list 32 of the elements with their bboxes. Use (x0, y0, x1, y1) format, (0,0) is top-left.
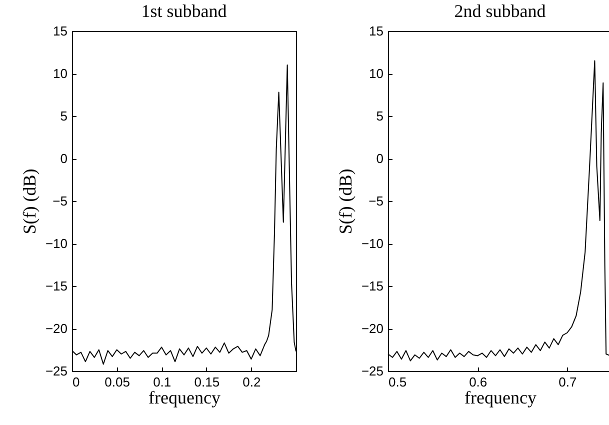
y-tick-label: 0 (60, 151, 68, 166)
y-axis-title: S(f) (dB) (19, 168, 40, 234)
y-tick-label: 10 (369, 66, 384, 81)
y-axis-title: S(f) (dB) (335, 168, 356, 234)
x-tick-label: 0.05 (104, 374, 130, 390)
y-tick-label: −5 (368, 194, 384, 208)
y-tick-label: −20 (45, 321, 68, 336)
x-tick-label: 0.2 (242, 374, 261, 390)
x-tick-label: 0.15 (194, 374, 220, 390)
x-tick-label: 0.1 (153, 374, 172, 390)
y-tick-label: −15 (45, 278, 68, 294)
y-tick-label: −25 (45, 364, 68, 378)
y-tick-label: −10 (361, 236, 384, 251)
y-tick-label: −10 (45, 236, 68, 251)
y-tick-label: 15 (53, 24, 68, 38)
y-tick-label: 15 (369, 24, 384, 38)
y-tick-label: −15 (361, 278, 384, 294)
chart-title: 1st subband (141, 1, 227, 21)
y-tick-label: 5 (376, 108, 384, 124)
chart-title: 2nd subband (454, 1, 546, 21)
x-tick-label: 0.7 (558, 374, 577, 390)
x-tick-label: 0.6 (469, 374, 488, 390)
y-tick-label: −5 (52, 194, 68, 208)
x-axis-title: frequency (464, 388, 536, 408)
y-tick-label: −25 (361, 364, 384, 378)
y-tick-label: 5 (60, 108, 68, 124)
y-tick-label: 10 (53, 66, 68, 81)
x-tick-label: 0.5 (388, 374, 407, 390)
x-axis-title: frequency (148, 388, 220, 408)
x-tick-label: 0 (72, 374, 80, 390)
y-tick-label: −20 (361, 321, 384, 336)
y-tick-label: 0 (376, 151, 384, 166)
